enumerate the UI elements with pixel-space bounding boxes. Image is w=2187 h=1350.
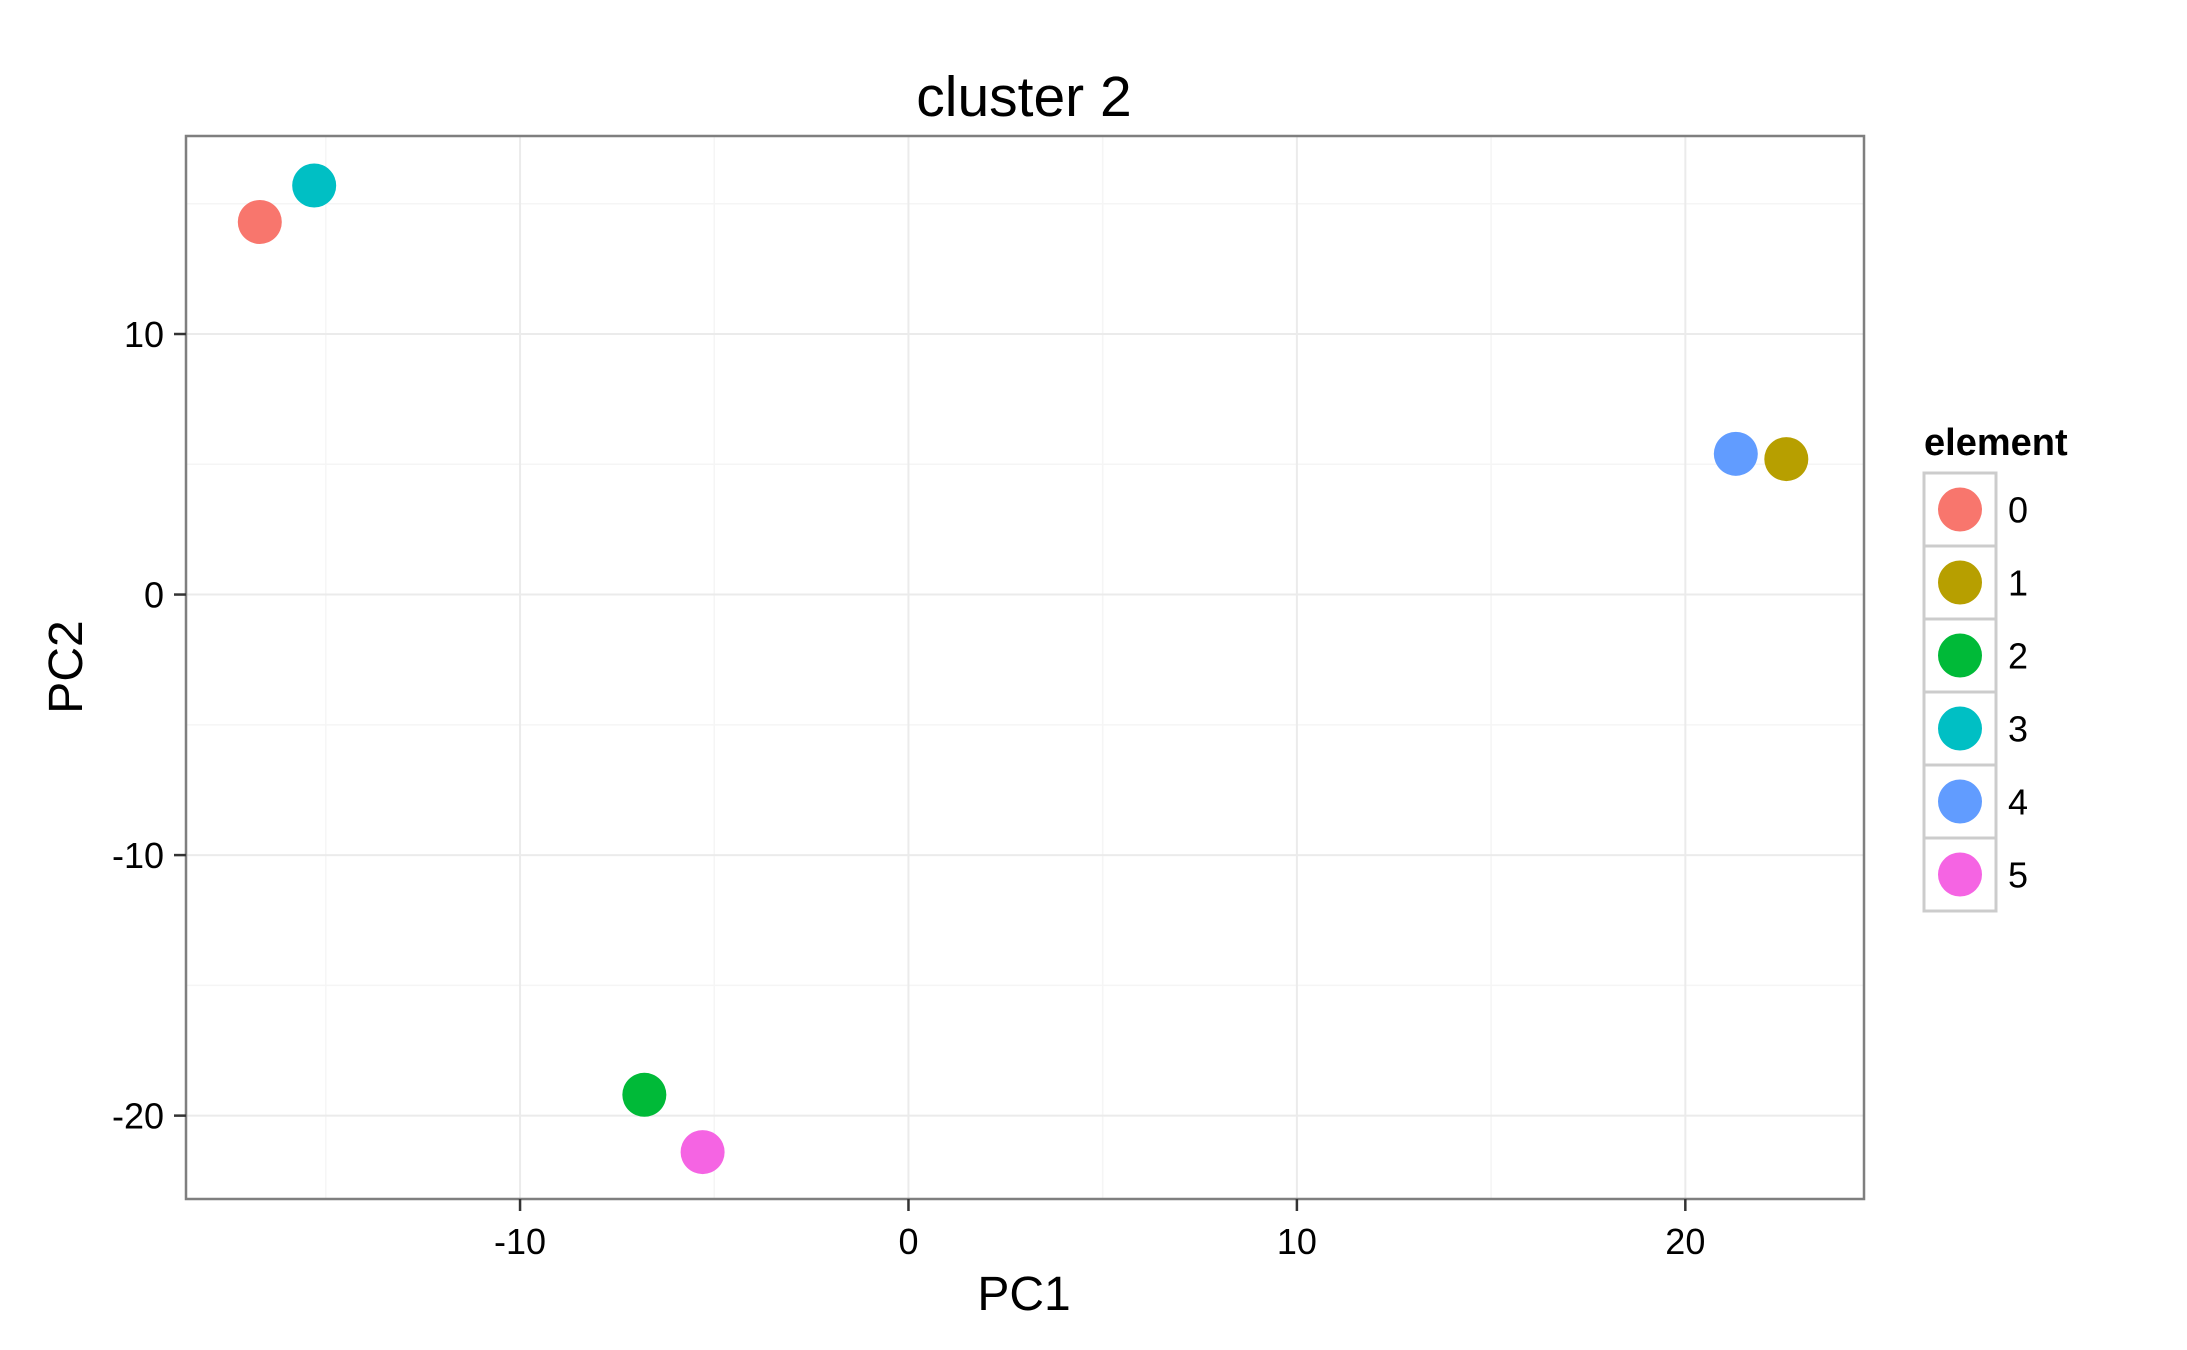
plot-panel [184,134,1866,1201]
x-tick-label: 10 [1277,1221,1317,1262]
legend-key-0 [1938,487,1982,532]
legend-label: 4 [2008,782,2028,823]
legend-title: element [1924,422,2068,464]
y-tick-label: -20 [112,1096,164,1137]
y-tick-label: 10 [124,314,164,355]
legend-key-4 [1938,779,1982,824]
data-point-element-3 [292,163,337,208]
x-axis-title: PC1 [977,1268,1070,1321]
data-point-element-5 [680,1130,725,1175]
y-axis-title: PC2 [40,620,93,713]
grid [186,136,1864,1199]
axis-ticks: -10 0 10 20 -20 -10 0 10 [112,314,1705,1262]
data-point-element-0 [237,199,282,244]
legend-key-3 [1938,706,1982,751]
legend-key-5 [1938,852,1982,897]
data-point-element-2 [622,1072,667,1117]
x-tick-label: 20 [1665,1221,1705,1262]
legend-label: 2 [2008,636,2028,677]
legend-label: 5 [2008,855,2028,896]
x-tick-label: 0 [898,1221,918,1262]
y-tick-label: 0 [144,575,164,616]
legend-label: 3 [2008,709,2028,750]
legend-label: 1 [2008,563,2028,604]
legend: element 0 1 2 3 4 5 [1922,422,2068,913]
data-point-element-1 [1764,437,1809,482]
data-point-element-4 [1713,431,1758,476]
legend-key-2 [1938,633,1982,678]
y-tick-label: -10 [112,835,164,876]
legend-label: 0 [2008,490,2028,531]
legend-key-1 [1938,560,1982,605]
chart-title: cluster 2 [916,65,1131,129]
data-points [237,163,1809,1175]
x-tick-label: -10 [494,1221,546,1262]
